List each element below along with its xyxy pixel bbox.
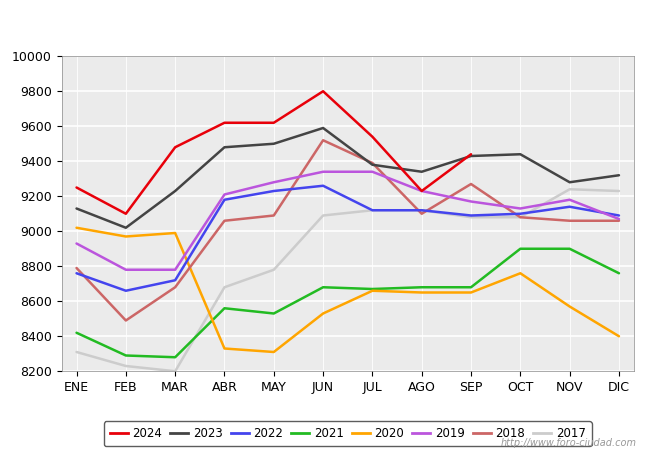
Text: http://www.foro-ciudad.com: http://www.foro-ciudad.com <box>501 438 637 448</box>
Text: Afiliados en Ronda a 30/9/2024: Afiliados en Ronda a 30/9/2024 <box>184 14 466 33</box>
Legend: 2024, 2023, 2022, 2021, 2020, 2019, 2018, 2017: 2024, 2023, 2022, 2021, 2020, 2019, 2018… <box>104 421 592 446</box>
